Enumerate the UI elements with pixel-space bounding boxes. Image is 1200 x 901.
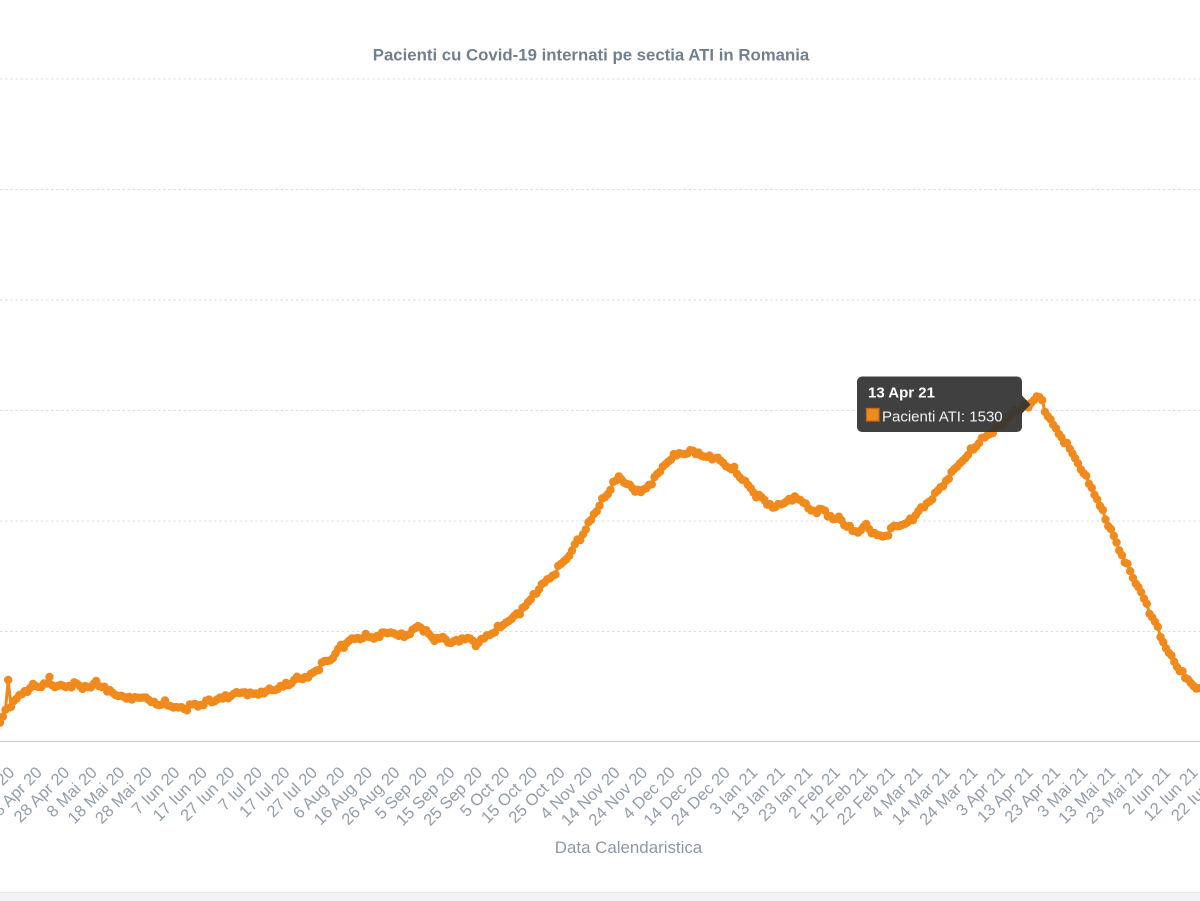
svg-text:Pacienti ATI: 1530: Pacienti ATI: 1530 (882, 409, 1003, 426)
svg-text:Data Calendaristica: Data Calendaristica (555, 838, 703, 857)
svg-text:13 Apr 21: 13 Apr 21 (868, 385, 935, 402)
svg-text:Pacienti cu Covid-19 internati: Pacienti cu Covid-19 internati pe sectia… (373, 46, 810, 65)
